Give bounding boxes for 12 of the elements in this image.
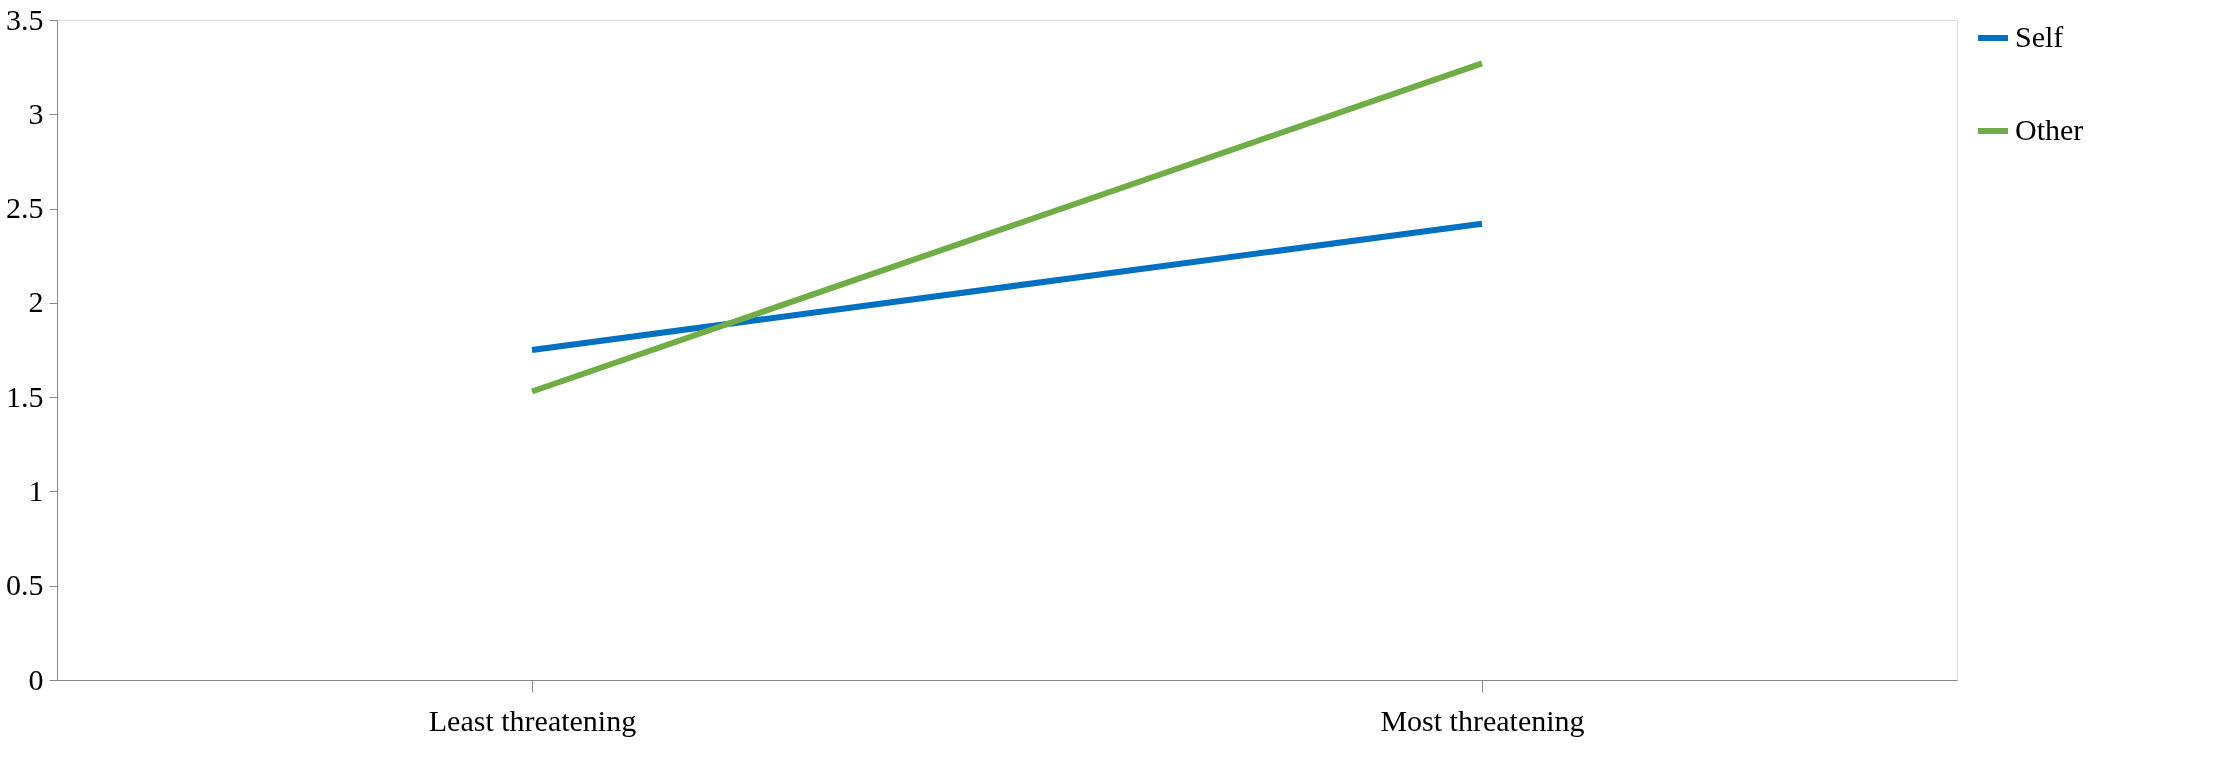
y-tick-label: 2.5: [6, 191, 44, 225]
legend-label: Self: [2015, 20, 2064, 53]
y-tick-label: 1: [28, 473, 44, 507]
y-tick-label: 0.5: [6, 568, 44, 602]
y-tick-label: 1.5: [6, 379, 44, 413]
y-tick-label: 3: [28, 96, 44, 130]
y-tick-label: 0: [28, 662, 44, 696]
x-tick-label: Least threatening: [428, 703, 637, 737]
y-tick-label: 2: [28, 285, 44, 319]
legend-label: Other: [2015, 113, 2084, 146]
x-tick-label: Most threatening: [1380, 703, 1585, 737]
y-tick-label: 3.5: [6, 2, 44, 36]
